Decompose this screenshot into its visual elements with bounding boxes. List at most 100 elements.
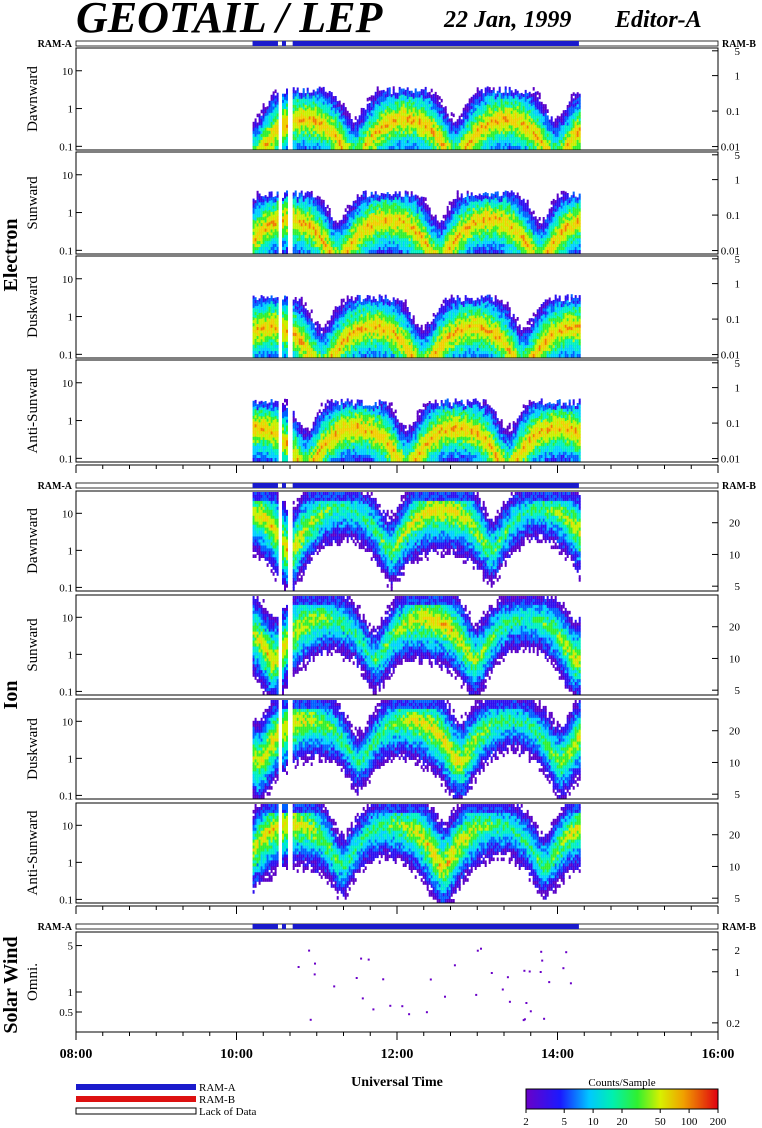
spectrogram-cell [260,235,263,239]
spectrogram-cell [416,219,419,224]
spectrogram-cell [344,244,347,248]
spectrogram-cell [262,103,265,107]
spectrogram-cell [262,133,265,138]
spectrogram-cell [272,220,275,225]
spectrogram-cell [294,217,297,221]
spectrogram-cell [558,143,561,147]
spectrogram-cell [446,214,449,219]
spectrogram-cell [312,241,315,245]
spectrogram-cell [420,140,423,144]
spectrogram-cell [318,101,321,106]
spectrogram-cell [408,96,411,101]
spectrogram-cell [568,140,571,144]
spectrogram-cell [384,146,387,150]
spectrogram-cell [558,119,561,123]
spectrogram-cell [270,244,273,248]
spectrogram-cell [318,137,321,141]
spectrogram-cell [476,90,479,94]
spectrogram-cell [432,243,435,248]
spectrogram-cell [424,241,427,245]
spectrogram-cell [518,125,521,130]
spectrogram-cell [428,91,431,96]
spectrogram-cell [304,243,307,248]
spectrogram-cell [400,139,403,144]
spectrogram-cell [480,143,483,147]
spectrogram-cell [500,107,503,112]
spectrogram-cell [478,136,481,141]
spectrogram-cell [264,210,267,214]
spectrogram-cell [476,102,479,106]
spectrogram-cell [388,241,391,245]
spectrogram-cell [354,235,357,239]
spectrogram-cell [466,142,469,147]
spectrogram-cell [298,195,301,200]
spectrogram-cell [336,246,339,251]
spectrogram-cell [252,130,255,135]
spectrogram-cell [406,212,409,216]
spectrogram-cell [480,250,483,254]
spectrogram-cell [410,145,413,150]
spectrogram-cell [404,89,407,94]
spectrogram-cell [500,116,503,121]
spectrogram-cell [328,109,331,113]
spectrogram-cell [454,198,457,203]
spectrogram-cell [536,124,539,129]
spectrogram-cell [396,226,399,230]
spectrogram-cell [368,121,371,126]
spectrogram-cell [254,203,257,207]
spectrogram-cell [494,143,497,147]
spectrogram-cell [440,235,443,239]
spectrogram-cell [492,102,495,106]
spectrogram-cell [292,216,295,221]
spectrogram-cell [402,100,405,105]
spectrogram-cell [260,229,263,233]
spectrogram-cell [538,104,541,109]
spectrogram-cell [330,98,333,102]
spectrogram-cell [316,118,319,123]
spectrogram-cell [454,136,457,141]
spectrogram-cell [460,214,463,218]
spectrogram-cell [456,226,459,230]
spectrogram-cell [488,110,491,115]
spectrogram-cell [528,97,531,102]
spectrogram-cell [524,101,527,106]
spectrogram-cell [292,195,295,200]
spectrogram-cell [362,140,365,144]
spectrogram-cell [304,134,307,138]
spectrogram-cell [380,208,383,212]
spectrogram-cell [510,116,513,121]
spectrogram-cell [366,203,369,207]
spectrogram-cell [480,107,483,111]
spectrogram-cell [424,98,427,103]
spectrogram-cell [546,133,549,138]
spectrogram-cell [308,104,311,109]
spectrogram-cell [524,107,527,112]
spectrogram-cell [382,217,385,221]
spectrogram-cell [266,205,269,210]
spectrogram-cell [458,250,461,254]
spectrogram-cell [338,118,341,123]
spectrogram-cell [410,232,413,236]
spectrogram-cell [338,139,341,144]
spectrogram-cell [268,237,271,242]
spectrogram-cell [268,100,271,105]
spectrogram-cell [470,115,473,119]
spectrogram-cell [378,213,381,218]
spectrogram-cell [558,140,561,144]
spectrogram-cell [446,122,449,126]
spectrogram-cell [568,101,571,105]
spectrogram-cell [256,211,259,216]
spectrogram-cell [450,231,453,236]
spectrogram-cell [544,110,547,114]
spectrogram-cell [348,226,351,230]
spectrogram-cell [266,130,269,135]
spectrogram-cell [294,208,297,212]
spectrogram-cell [294,134,297,138]
spectrogram-cell [342,127,345,132]
spectrogram-cell [388,99,391,103]
spectrogram-cell [484,146,487,150]
spectrogram-cell [402,250,405,254]
spectrogram-cell [286,220,288,224]
spectrogram-cell [312,131,315,135]
spectrogram-cell [298,222,301,227]
